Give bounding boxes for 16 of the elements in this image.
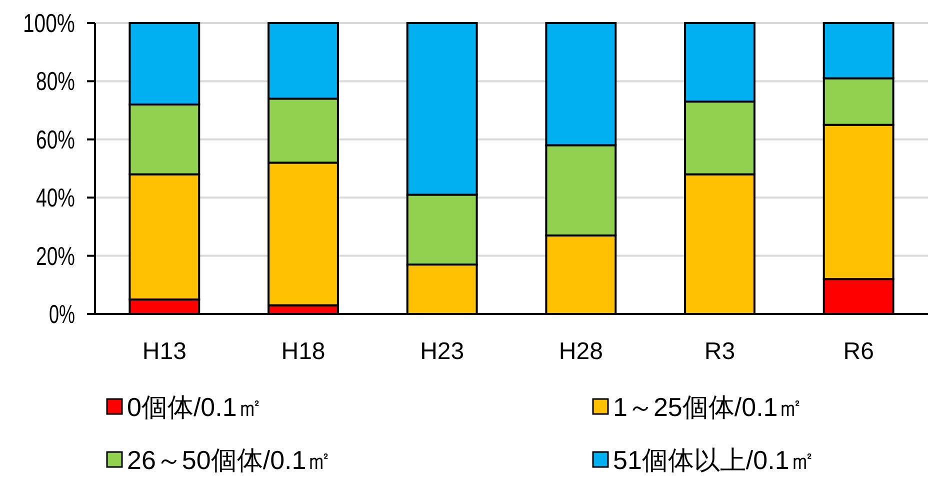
x-tick-label: H23: [420, 338, 464, 365]
y-tick-label: 40%: [36, 182, 88, 213]
y-tick-label: 20%: [36, 240, 88, 271]
legend-label: 0個体/0.1㎡: [127, 392, 263, 422]
x-tick-label: R6: [843, 338, 874, 365]
y-tick-label: 80%: [36, 66, 88, 96]
y-tick-label: 0%: [49, 299, 87, 329]
x-tick-label: H18: [281, 338, 326, 365]
x-tick-label: H13: [142, 338, 186, 365]
legend-label: 1～25個体/0.1㎡: [613, 392, 804, 422]
legend-label: 26～50個体/0.1㎡: [127, 445, 332, 475]
x-tick-label: R3: [704, 338, 736, 365]
y-tick-label: 60%: [36, 124, 88, 154]
y-tick-label: 100%: [23, 8, 90, 38]
x-tick-label: H28: [558, 338, 603, 365]
legend-label: 51個体以上/0.1㎡: [613, 445, 816, 475]
